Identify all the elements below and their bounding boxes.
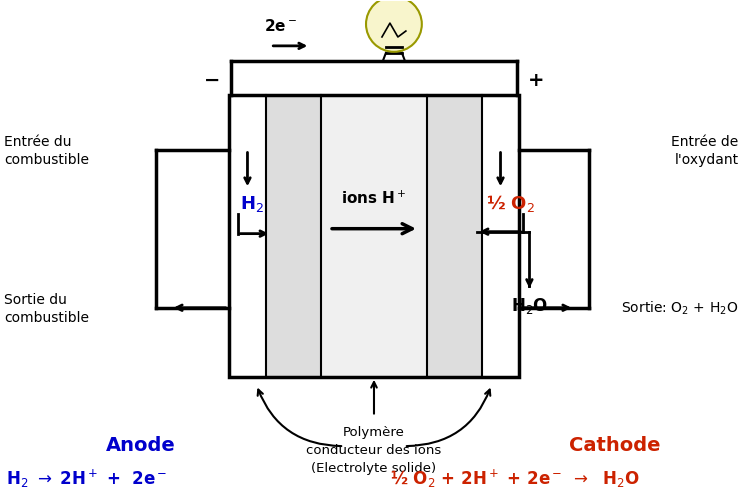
Bar — [266, 95, 321, 377]
Text: ½ O$_2$: ½ O$_2$ — [486, 193, 535, 215]
Bar — [482, 95, 519, 377]
Bar — [229, 95, 519, 377]
Text: 2e$^-$: 2e$^-$ — [264, 18, 297, 34]
Text: ½ O$_2$ + 2H$^+$ + 2e$^-$ $\rightarrow$  H$_2$O: ½ O$_2$ + 2H$^+$ + 2e$^-$ $\rightarrow$ … — [390, 468, 640, 490]
Text: H$_2$ $\rightarrow$ 2H$^+$ +  2e$^-$: H$_2$ $\rightarrow$ 2H$^+$ + 2e$^-$ — [7, 468, 168, 490]
Text: combustible: combustible — [4, 311, 89, 325]
Text: l'oxydant: l'oxydant — [674, 153, 738, 166]
Bar — [229, 95, 266, 377]
Text: Entrée du: Entrée du — [4, 135, 72, 149]
Bar — [321, 95, 427, 377]
Text: Sortie du: Sortie du — [4, 293, 68, 307]
Text: (Electrolyte solide): (Electrolyte solide) — [312, 462, 436, 475]
Text: +: + — [528, 71, 544, 89]
Text: Entrée de: Entrée de — [672, 135, 738, 149]
Text: H$_2$O: H$_2$O — [510, 296, 548, 316]
Text: combustible: combustible — [4, 153, 89, 166]
Text: conducteur des ions: conducteur des ions — [306, 444, 441, 457]
Text: −: − — [204, 71, 220, 89]
Text: Polymère: Polymère — [343, 426, 405, 439]
Circle shape — [366, 0, 421, 52]
Text: H$_2$: H$_2$ — [240, 194, 264, 214]
Bar — [427, 95, 482, 377]
Text: ions H$^+$: ions H$^+$ — [341, 190, 407, 207]
Text: Anode: Anode — [106, 436, 176, 455]
Text: Cathode: Cathode — [569, 436, 661, 455]
Text: Sortie: O$_2$ + H$_2$O: Sortie: O$_2$ + H$_2$O — [621, 300, 738, 317]
